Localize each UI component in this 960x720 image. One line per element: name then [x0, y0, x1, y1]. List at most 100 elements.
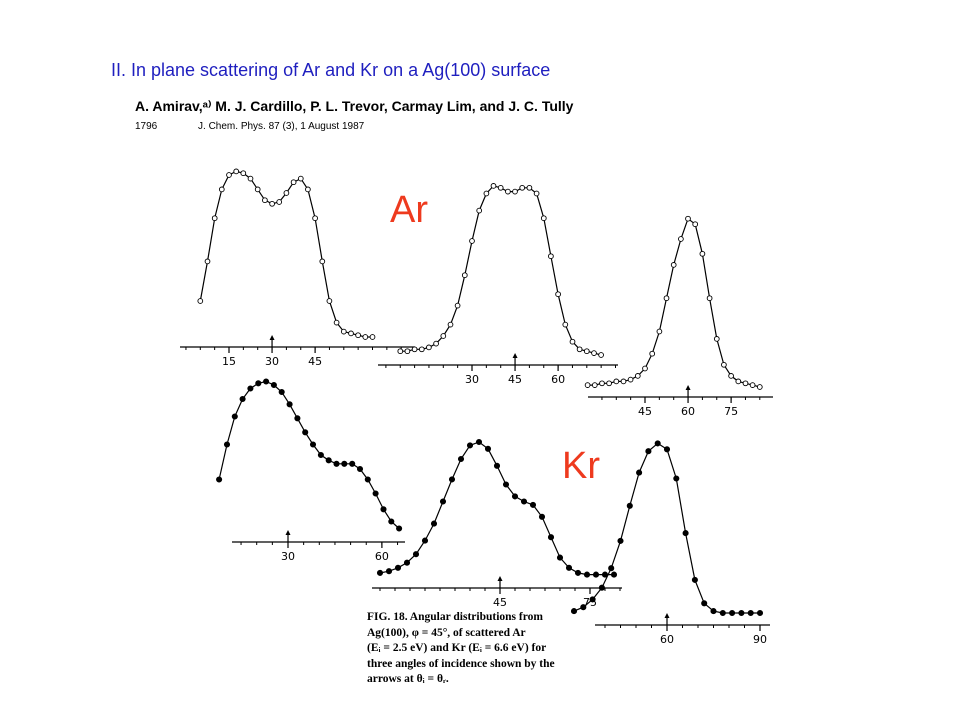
panel-2-data-point	[469, 238, 475, 244]
panel-5-data-point	[439, 498, 447, 505]
panel-2-data-point	[490, 183, 497, 189]
panel-4-data-point	[364, 476, 371, 483]
panel-6-arrow-head	[664, 613, 670, 618]
panel-1-data-point	[247, 175, 254, 182]
panel-3-tick-label: 75	[724, 405, 738, 418]
panel-2-data-point	[512, 188, 518, 195]
panel-1-data-point	[348, 330, 354, 337]
panel-2-data-point	[533, 190, 540, 197]
panel-5-data-point	[583, 571, 591, 578]
panel-4-data-point	[333, 460, 340, 467]
panel-1-data-point	[197, 298, 204, 304]
panel-6-data-point	[738, 609, 745, 617]
panel-1-tick-label: 30	[265, 355, 279, 368]
panel-4-data-point	[349, 460, 356, 467]
panel-3-data-point	[642, 365, 648, 372]
slide-title: II. In plane scattering of Ar and Kr on …	[111, 60, 551, 80]
panel-3-data-point	[749, 382, 756, 388]
panel-1-data-point	[240, 170, 247, 177]
panel-2-data-point	[497, 184, 504, 191]
panel-6-data-point	[654, 440, 661, 447]
panel-3-fit-curve	[587, 217, 760, 388]
panel-6-tick-label: 60	[660, 633, 674, 646]
panel-6-data-point	[747, 609, 754, 617]
panel-3-data-point	[756, 384, 763, 390]
panel-5-data-point	[502, 481, 510, 488]
panel-5-data-point	[592, 571, 600, 578]
panel-5-data-point	[394, 564, 402, 571]
panel-2-data-point	[404, 348, 411, 355]
citation-journal: J. Chem. Phys. 87 (3), 1 August 1987	[198, 121, 365, 132]
panel-1-data-point	[305, 186, 311, 193]
panel-2-data-point	[397, 348, 404, 355]
panel-2-data-point	[598, 352, 604, 358]
panel-3-arrow-head	[685, 385, 691, 390]
panel-1-data-point	[283, 190, 290, 196]
panel-3-data-point	[591, 382, 598, 388]
panel-3-tick-label: 45	[638, 405, 652, 418]
panel-5-data-point	[574, 569, 582, 576]
panel-6-data-point	[701, 600, 708, 607]
panel-6-data-point	[691, 576, 698, 583]
panel-6-data-point	[589, 596, 596, 603]
panel-4-data-point	[341, 460, 348, 467]
argon-label: Ar	[390, 189, 428, 231]
panel-3-data-point	[713, 336, 720, 342]
panel-5-data-point	[385, 568, 393, 575]
panel-4-data-point	[216, 476, 223, 483]
panel-3-data-point	[692, 221, 699, 228]
panel-3-data-point	[678, 236, 684, 242]
panel-2-data-point	[476, 207, 483, 214]
figure-caption: FIG. 18. Angular distributions from Ag(1…	[367, 611, 555, 685]
panel-4-tick-label: 30	[281, 550, 295, 563]
panel-3-data-point	[649, 350, 656, 357]
panel-4-data-point	[317, 451, 324, 459]
panel-6-data-point	[756, 609, 764, 617]
panel-4-data-point	[263, 378, 270, 385]
panel-4-data-point	[372, 490, 379, 497]
panel-5-data-point	[475, 438, 483, 446]
panel-5-data-point	[448, 476, 456, 483]
panel-1-arrow-head	[269, 335, 275, 340]
panel-6-data-point	[719, 609, 726, 617]
panel-6-data-point	[598, 584, 605, 591]
panel-5-data-point	[430, 520, 438, 527]
panel-4-data-point	[278, 388, 285, 396]
citation-row: 1796 J. Chem. Phys. 87 (3), 1 August 198…	[135, 121, 364, 132]
panel-1-data-point	[204, 258, 211, 265]
panel-2-data-point	[418, 346, 425, 353]
panel-2-data-point	[569, 338, 576, 345]
panel-5-data-point	[565, 564, 573, 571]
panel-6-data-point	[710, 608, 717, 615]
panel-3-data-point	[584, 382, 591, 388]
panel-3-data-point	[699, 250, 706, 257]
panel-4-data-point	[286, 401, 293, 408]
panel-2-data-point	[540, 215, 547, 222]
panel-1-data-point	[233, 168, 240, 175]
panel-1-data-point	[290, 179, 297, 186]
panel-2-data-point	[591, 350, 597, 356]
panel-2-tick-label: 45	[508, 373, 522, 386]
panel-1-data-point	[262, 197, 268, 204]
panel-1-tick-label: 15	[222, 355, 236, 368]
panel-2-data-point	[447, 321, 454, 328]
panel-5-data-point	[493, 462, 501, 469]
panel-3-data-point	[685, 215, 691, 222]
panel-6-data-point	[645, 448, 652, 455]
panel-3-data-point	[670, 262, 677, 268]
panel-4-data-point	[309, 441, 317, 448]
panel-4-data-point	[223, 441, 231, 448]
panel-5-data-point	[610, 571, 618, 578]
panel-3-data-point	[742, 380, 749, 387]
panel-1-data-point	[226, 172, 232, 178]
panel-5-tick-label: 45	[493, 596, 507, 609]
panel-4-data-point	[239, 395, 246, 403]
panel-2-data-point	[461, 272, 468, 279]
panel-3-data-point	[663, 295, 670, 302]
panel-1-data-point	[312, 215, 318, 222]
panel-1-data-point	[326, 298, 333, 304]
panel-2-data-point	[454, 302, 461, 309]
panel-3-data-point	[606, 380, 612, 387]
panel-2-data-point	[562, 321, 569, 328]
